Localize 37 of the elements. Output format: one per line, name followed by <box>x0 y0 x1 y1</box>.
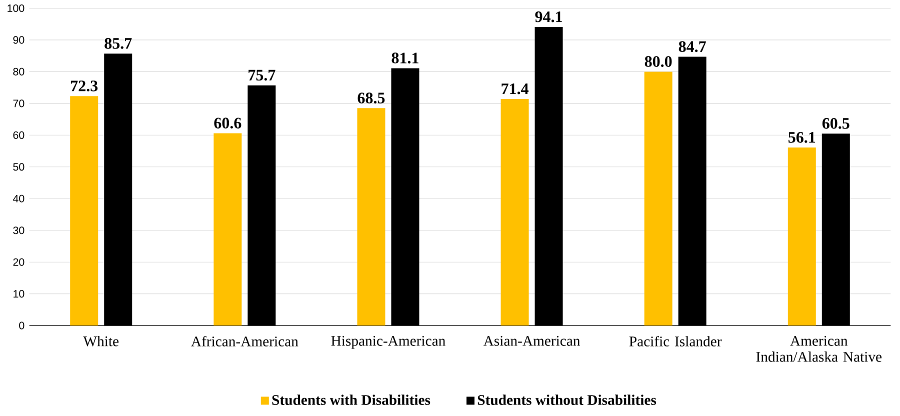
bar <box>357 108 386 326</box>
data-label: 71.4 <box>502 83 528 94</box>
y-tick-label: 20 <box>13 258 24 266</box>
data-label: 75.7 <box>248 70 276 81</box>
x-tick-label: African-American <box>191 336 298 346</box>
data-label: 84.7 <box>678 41 706 52</box>
data-label: 81.1 <box>392 52 418 64</box>
y-tick-label: 50 <box>13 163 24 171</box>
x-tick-label: Pacific Islander <box>629 336 722 346</box>
legend-label: Students without Disabilities <box>478 394 656 405</box>
bar <box>788 147 816 326</box>
bar <box>70 96 98 326</box>
data-label: 80.0 <box>644 56 672 67</box>
x-tick-label: Asian-American <box>483 336 580 346</box>
bar <box>644 72 672 326</box>
y-tick-label: 10 <box>14 290 24 298</box>
data-label: 56.1 <box>788 132 816 143</box>
y-tick-label: 80 <box>13 68 24 76</box>
y-tick-label: 60 <box>13 131 24 139</box>
bar <box>500 98 529 326</box>
y-tick-label: 100 <box>8 4 24 12</box>
legend-label: Students with Disabilities <box>272 394 430 405</box>
data-label: 72.3 <box>71 80 98 92</box>
y-tick-label: 90 <box>13 36 24 44</box>
data-label: 68.5 <box>358 92 385 104</box>
bar <box>214 133 242 326</box>
x-tick-label: White <box>83 336 119 346</box>
data-label: 60.5 <box>822 118 850 129</box>
y-tick-label: 30 <box>13 226 24 234</box>
x-tick-label: American Indian/Alaska Native <box>756 336 882 362</box>
data-label: 94.1 <box>535 11 562 22</box>
x-tick-label: Hispanic-American <box>331 336 446 349</box>
y-tick-label: 70 <box>13 100 24 108</box>
data-label: 60.6 <box>214 118 242 128</box>
data-label: 85.7 <box>104 38 132 49</box>
y-tick-label: 40 <box>13 194 24 202</box>
y-tick-label: 0 <box>19 322 24 330</box>
